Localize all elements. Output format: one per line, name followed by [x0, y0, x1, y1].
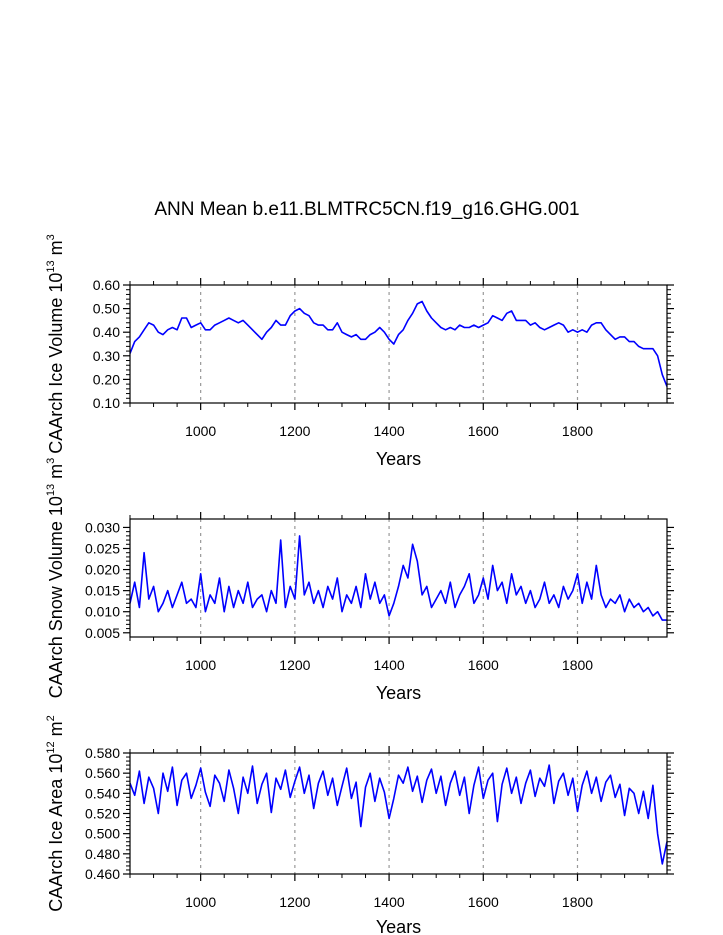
chart-title: ANN Mean b.e11.BLMTRC5CN.f19_g16.GHG.001: [154, 199, 579, 220]
x-tick-label: 1000: [185, 423, 216, 439]
x-tick-label: 1400: [374, 423, 405, 439]
y-tick-label: 0.560: [85, 765, 120, 781]
x-axis-label: Years: [376, 683, 421, 703]
ice-volume-series-line: [129, 300, 668, 387]
ice-area-panel: 1000 1200 1400 1600 1800 0.460 0.480 0.500 0.520…: [45, 715, 674, 935]
y-tick-label: 0.20: [93, 371, 120, 387]
x-tick-label: 1600: [468, 894, 499, 910]
y-tick-label: 0.50: [93, 301, 120, 317]
y-tick-label: 0.460: [85, 866, 120, 882]
x-tick-label: 1200: [279, 423, 310, 439]
y-tick-label: 0.10: [93, 395, 120, 411]
y-tick-label: 0.30: [93, 348, 120, 364]
y-tick-label: 0.60: [93, 277, 120, 293]
y-axis-label: CAArch Snow Volume 1013 m3: [45, 458, 66, 698]
y-tick-label: 0.500: [85, 826, 120, 842]
x-tick-label: 1600: [468, 423, 499, 439]
snow-volume-panel: 1000 1200 1400 1600 1800 0.005 0.010 0.015 0.020…: [45, 458, 674, 703]
ice-volume-panel: 1000 1200 1400 1600 1800 0.10 0.20 0.30 0.40 0.50…: [45, 234, 674, 469]
x-tick-label: 1000: [185, 894, 216, 910]
y-tick-label: 0.540: [85, 785, 120, 801]
y-tick-label: 0.480: [85, 846, 120, 862]
y-tick-label: 0.005: [85, 625, 120, 641]
y-tick-label: 0.030: [85, 519, 120, 535]
x-tick-label: 1000: [185, 657, 216, 673]
y-tick-label: 0.580: [85, 745, 120, 761]
x-tick-label: 1200: [279, 894, 310, 910]
x-tick-label: 1800: [562, 657, 593, 673]
y-axis-label: CAArch Ice Volume 1013 m3: [45, 234, 66, 453]
y-tick-label: 0.020: [85, 562, 120, 578]
x-axis-label: Years: [376, 449, 421, 469]
y-tick-label: 0.025: [85, 541, 120, 557]
ice-area-series-line: [129, 764, 668, 865]
plot-frame: [129, 284, 668, 404]
y-tick-label: 0.40: [93, 324, 120, 340]
y-tick-label: 0.010: [85, 604, 120, 620]
snow-volume-series-line: [129, 535, 667, 621]
x-axis-label: Years: [376, 917, 421, 935]
x-tick-label: 1800: [562, 894, 593, 910]
y-tick-label: 0.520: [85, 806, 120, 822]
x-tick-label: 1600: [468, 657, 499, 673]
plot-frame: [129, 518, 668, 638]
x-tick-label: 1200: [279, 657, 310, 673]
y-axis-label: CAArch Ice Area 1012 m2: [45, 715, 66, 911]
y-tick-label: 0.015: [85, 583, 120, 599]
x-tick-label: 1400: [374, 657, 405, 673]
x-tick-label: 1800: [562, 423, 593, 439]
x-tick-label: 1400: [374, 894, 405, 910]
